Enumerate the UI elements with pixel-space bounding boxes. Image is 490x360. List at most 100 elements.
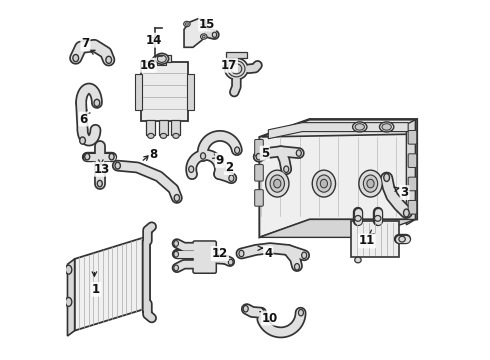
Ellipse shape [186,23,188,25]
Ellipse shape [189,166,194,172]
Ellipse shape [399,236,405,242]
FancyBboxPatch shape [408,154,417,167]
Ellipse shape [364,175,378,192]
Ellipse shape [212,32,217,37]
Text: 4: 4 [264,247,272,260]
Text: 12: 12 [212,247,228,260]
Ellipse shape [155,53,169,64]
Ellipse shape [225,58,248,80]
Polygon shape [259,220,416,237]
FancyBboxPatch shape [135,74,142,110]
Ellipse shape [200,153,205,159]
Ellipse shape [228,259,233,265]
Ellipse shape [200,34,207,39]
Text: 11: 11 [359,234,375,247]
Ellipse shape [235,147,240,153]
Ellipse shape [174,251,178,257]
Polygon shape [351,221,399,257]
Text: 15: 15 [199,18,216,31]
Ellipse shape [355,124,365,130]
FancyBboxPatch shape [408,201,417,214]
Ellipse shape [157,55,166,62]
Ellipse shape [85,153,90,160]
Ellipse shape [384,174,390,181]
Ellipse shape [73,54,78,62]
Ellipse shape [160,134,167,138]
Text: 17: 17 [220,59,237,72]
Polygon shape [259,119,417,237]
Ellipse shape [173,134,179,138]
Ellipse shape [382,124,392,130]
Ellipse shape [403,209,409,217]
Ellipse shape [115,162,121,169]
FancyBboxPatch shape [226,51,247,58]
Ellipse shape [296,150,301,156]
Ellipse shape [231,64,242,74]
Polygon shape [74,235,150,330]
Ellipse shape [239,250,244,257]
Ellipse shape [355,216,361,221]
Text: 3: 3 [400,186,409,199]
Text: 10: 10 [262,311,278,325]
Text: 1: 1 [92,283,100,296]
Ellipse shape [274,179,281,188]
Ellipse shape [174,265,178,271]
Ellipse shape [270,175,285,192]
Text: 6: 6 [79,113,88,126]
Polygon shape [68,259,74,336]
Ellipse shape [294,264,299,270]
Text: 8: 8 [149,148,158,161]
Ellipse shape [317,175,331,192]
FancyBboxPatch shape [159,120,168,135]
Text: 14: 14 [146,33,162,47]
Ellipse shape [184,21,190,27]
FancyBboxPatch shape [172,120,180,135]
Ellipse shape [174,240,178,246]
Ellipse shape [302,252,307,258]
Ellipse shape [243,306,248,312]
Ellipse shape [359,170,382,197]
Ellipse shape [229,175,234,181]
FancyBboxPatch shape [408,131,417,144]
FancyBboxPatch shape [187,74,194,110]
Ellipse shape [109,153,114,160]
Ellipse shape [353,122,367,132]
FancyBboxPatch shape [255,139,263,156]
Ellipse shape [174,194,179,201]
Polygon shape [184,19,207,47]
Ellipse shape [379,122,394,132]
Polygon shape [269,123,408,139]
Text: 7: 7 [81,37,90,50]
Ellipse shape [367,179,374,188]
Ellipse shape [202,35,205,38]
FancyBboxPatch shape [157,59,167,65]
Ellipse shape [65,265,72,274]
Text: 5: 5 [261,147,269,159]
Ellipse shape [298,310,303,316]
FancyBboxPatch shape [255,165,263,181]
Ellipse shape [147,134,154,138]
Ellipse shape [355,257,361,263]
FancyBboxPatch shape [255,190,263,206]
FancyBboxPatch shape [408,177,417,191]
Text: 9: 9 [216,154,224,167]
Polygon shape [143,235,150,313]
Ellipse shape [256,153,261,160]
Text: 2: 2 [225,161,233,174]
Ellipse shape [266,170,289,197]
FancyBboxPatch shape [193,241,216,273]
FancyBboxPatch shape [157,55,171,62]
FancyBboxPatch shape [147,120,155,135]
FancyBboxPatch shape [141,62,188,121]
Ellipse shape [320,179,327,188]
Ellipse shape [374,216,381,221]
Ellipse shape [94,99,100,107]
Ellipse shape [312,170,336,197]
Ellipse shape [80,137,85,144]
Ellipse shape [106,56,112,63]
Ellipse shape [97,180,102,187]
Ellipse shape [228,61,245,77]
Ellipse shape [284,166,289,172]
Polygon shape [261,120,416,137]
Ellipse shape [65,297,72,306]
